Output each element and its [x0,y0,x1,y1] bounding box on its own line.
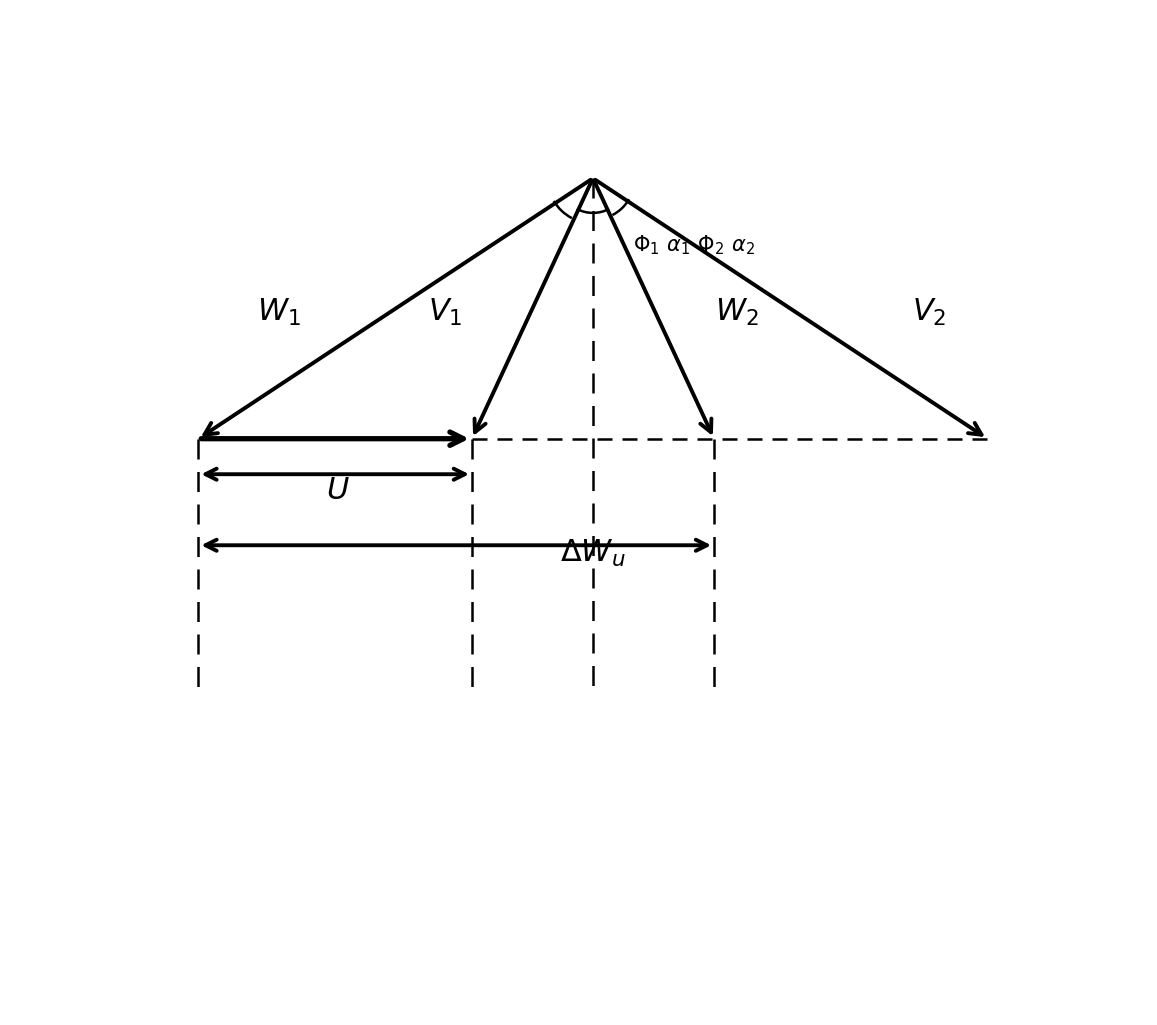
Text: $U$: $U$ [325,475,349,505]
Text: $V_{1}$: $V_{1}$ [428,297,463,328]
Text: $W_{2}$: $W_{2}$ [715,297,758,328]
Text: $W_{1}$: $W_{1}$ [257,297,301,328]
Text: $\Phi_{1}$ $\alpha_{1}$ $\Phi_{2}$ $\alpha_{2}$: $\Phi_{1}$ $\alpha_{1}$ $\Phi_{2}$ $\alp… [633,234,756,257]
Text: $\Delta W_{u}$: $\Delta W_{u}$ [560,537,626,569]
Text: $V_{2}$: $V_{2}$ [912,297,946,328]
